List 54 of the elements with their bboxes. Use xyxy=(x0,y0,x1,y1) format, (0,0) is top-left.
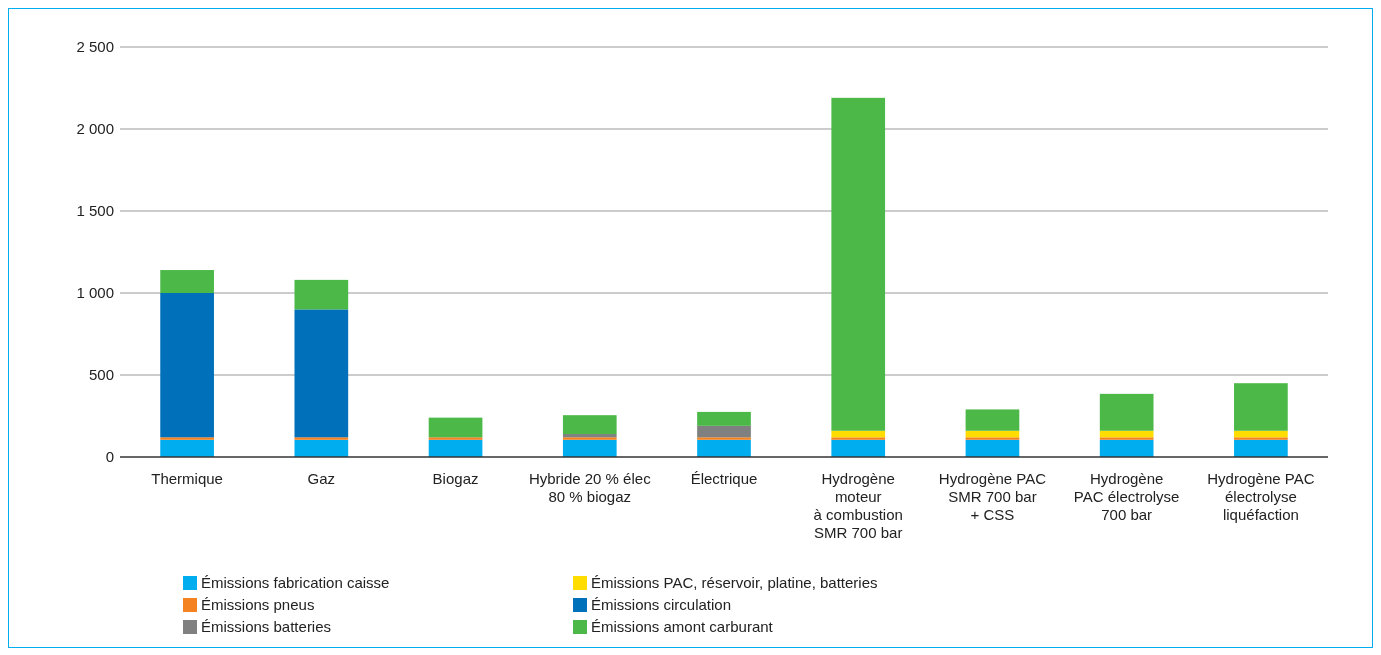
x-tick-label: Biogaz xyxy=(432,470,479,487)
bar xyxy=(562,415,617,435)
bar xyxy=(1234,437,1288,440)
legend-label: Émissions pneus xyxy=(201,596,315,614)
bar xyxy=(160,270,214,293)
bar xyxy=(1234,439,1288,457)
bar xyxy=(697,425,751,438)
x-tick-label: Hydrogène PAC SMR 700 bar + CSS xyxy=(938,470,1047,523)
bar xyxy=(965,409,1020,431)
bar xyxy=(697,411,751,426)
bar xyxy=(160,439,214,457)
bar xyxy=(1234,383,1288,431)
y-tick-label: 0 xyxy=(105,448,114,466)
x-tick-label: Gaz xyxy=(307,470,336,487)
bar xyxy=(965,430,1020,438)
bar xyxy=(965,439,1020,457)
bar xyxy=(831,437,886,440)
bar xyxy=(160,293,214,438)
bar xyxy=(294,437,349,440)
x-tick-label: Électrique xyxy=(690,470,758,487)
y-tick-label: 1 000 xyxy=(76,284,114,302)
y-tick-label: 500 xyxy=(88,366,114,384)
bar xyxy=(831,430,886,438)
bar xyxy=(428,439,483,457)
bar xyxy=(1099,430,1154,438)
bar xyxy=(1099,437,1154,440)
bar xyxy=(1234,430,1288,438)
bar xyxy=(1099,393,1154,431)
bar xyxy=(294,279,349,310)
x-tick-label: Hydrogène PAC électrolyse liquéfaction xyxy=(1207,470,1315,523)
bar xyxy=(697,439,751,457)
y-tick-label: 2 000 xyxy=(76,120,114,138)
x-tick-label: Thermique xyxy=(151,470,223,487)
y-tick-label: 1 500 xyxy=(76,202,114,220)
x-tick-label: Hybride 20 % élec 80 % biogaz xyxy=(528,470,652,505)
bar xyxy=(562,439,617,457)
bar xyxy=(831,439,886,457)
bar xyxy=(831,97,886,431)
x-tick-label: Hydrogène PAC électrolyse 700 bar xyxy=(1073,470,1180,523)
legend-label: Émissions PAC, réservoir, platine, batteries xyxy=(591,574,878,592)
bar xyxy=(428,437,483,440)
x-tick-label: Hydrogène moteur à combustion SMR 700 bar xyxy=(813,470,903,541)
legend-label: Émissions fabrication caisse xyxy=(201,574,390,592)
legend-label: Émissions amont carburant xyxy=(591,618,774,636)
bar xyxy=(294,439,349,457)
bar xyxy=(294,309,349,438)
bar xyxy=(1099,439,1154,457)
bar xyxy=(428,417,483,438)
bar xyxy=(697,437,751,440)
y-tick-label: 2 500 xyxy=(76,38,114,56)
legend-label: Émissions circulation xyxy=(591,596,732,614)
bar xyxy=(965,437,1020,440)
legend-label: Émissions batteries xyxy=(201,618,332,636)
bar xyxy=(160,437,214,440)
